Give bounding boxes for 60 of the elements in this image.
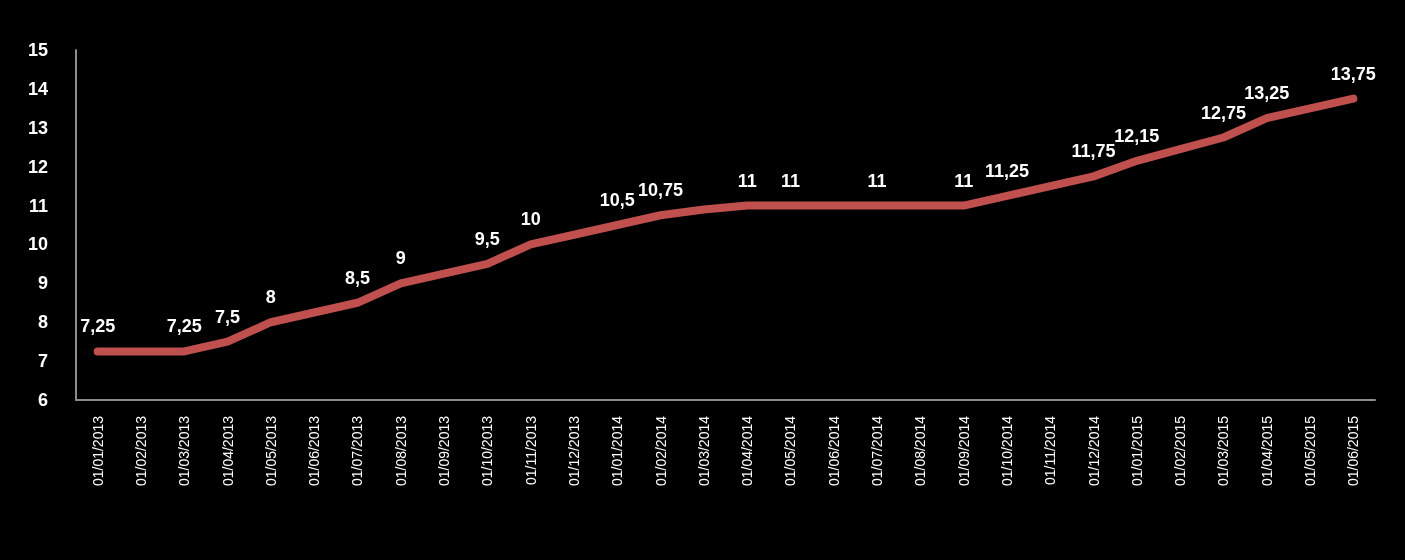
- x-tick-label: 01/11/2013: [522, 415, 539, 486]
- x-tick-label: 01/10/2014: [998, 415, 1015, 487]
- x-tick-label: 01/01/2013: [89, 415, 106, 487]
- x-tick-label: 01/08/2013: [392, 415, 409, 487]
- y-tick-label: 7: [37, 351, 48, 372]
- x-tick-label: 01/03/2014: [695, 415, 712, 487]
- data-label: 13,25: [1244, 83, 1290, 104]
- y-tick-label: 11: [28, 195, 48, 216]
- x-tick-label: 01/12/2013: [565, 415, 582, 487]
- y-tick-label: 15: [27, 40, 48, 60]
- x-tick-label: 01/01/2015: [1128, 415, 1145, 487]
- x-tick-label: 01/02/2013: [132, 415, 149, 487]
- y-tick-label: 9: [37, 273, 48, 294]
- data-label: 10,75: [638, 180, 684, 201]
- data-label: 8,5: [344, 267, 370, 288]
- x-tick-label: 01/04/2015: [1258, 415, 1275, 487]
- data-label: 7,25: [80, 316, 116, 337]
- data-label: 12,75: [1200, 102, 1246, 123]
- x-tick-label: 01/11/2014: [1042, 415, 1059, 486]
- x-tick-label: 01/07/2014: [869, 415, 886, 487]
- data-label: 8: [265, 287, 276, 308]
- y-tick-label: 12: [27, 156, 48, 177]
- data-label: 12,15: [1114, 125, 1160, 146]
- y-tick-label: 13: [27, 117, 48, 138]
- y-tick-label: 6: [37, 390, 48, 410]
- data-label: 13,75: [1330, 63, 1376, 84]
- x-tick-label: 01/02/2014: [652, 415, 669, 487]
- y-tick-label: 10: [27, 234, 48, 255]
- x-tick-label: 01/08/2014: [912, 415, 929, 487]
- data-label: 11: [867, 170, 887, 191]
- x-tick-label: 01/10/2013: [479, 415, 496, 487]
- y-tick-label: 8: [37, 312, 48, 333]
- y-tick-label: 14: [27, 78, 48, 99]
- x-tick-label: 01/12/2014: [1085, 415, 1102, 487]
- data-label: 10: [520, 209, 541, 230]
- data-label: 11,25: [984, 160, 1029, 181]
- x-tick-label: 01/09/2014: [955, 415, 972, 487]
- data-label: 7,25: [166, 316, 202, 337]
- x-tick-label: 01/06/2014: [825, 415, 842, 487]
- x-tick-label: 01/03/2013: [176, 415, 193, 487]
- x-tick-label: 01/06/2015: [1345, 415, 1362, 487]
- data-label: 10,5: [599, 190, 635, 210]
- x-tick-label: 01/03/2015: [1215, 415, 1232, 487]
- x-tick-label: 01/04/2013: [219, 415, 236, 487]
- x-tick-label: 01/01/2014: [609, 415, 626, 487]
- data-label: 9: [395, 248, 406, 269]
- data-label: 11: [780, 170, 800, 191]
- x-tick-label: 01/09/2013: [436, 415, 453, 487]
- data-label: 11,75: [1071, 141, 1116, 162]
- x-tick-label: 01/02/2015: [1172, 415, 1189, 487]
- x-tick-label: 01/05/2013: [262, 415, 279, 487]
- x-tick-label: 01/05/2014: [782, 415, 799, 487]
- data-label: 11: [737, 170, 757, 191]
- x-tick-label: 01/07/2013: [349, 415, 366, 487]
- x-tick-label: 01/04/2014: [739, 415, 756, 487]
- data-label: 7,5: [215, 306, 241, 327]
- data-label: 11: [954, 170, 974, 191]
- x-tick-label: 01/06/2013: [306, 415, 323, 487]
- x-tick-label: 01/05/2015: [1302, 415, 1319, 487]
- data-label: 9,5: [474, 228, 500, 249]
